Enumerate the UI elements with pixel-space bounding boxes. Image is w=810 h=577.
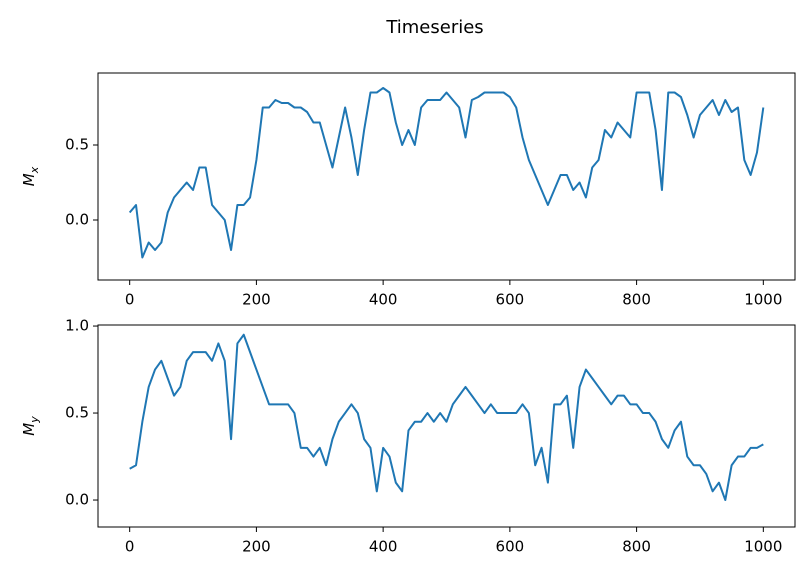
axes-frame	[97, 324, 796, 528]
x-tick-label: 600	[496, 291, 525, 309]
x-tick-label: 800	[622, 291, 651, 309]
y-tick-label: 0.5	[65, 404, 89, 422]
y-axis-label: My	[20, 416, 41, 436]
y-tick-label: 0.0	[65, 211, 89, 229]
axes-frame	[97, 72, 796, 281]
x-tick-label: 0	[125, 538, 135, 556]
x-tick-label: 1000	[744, 291, 782, 309]
x-tick-label: 600	[496, 538, 525, 556]
y-axis-label-main: M	[20, 173, 38, 186]
y-tick-label: 0.0	[65, 491, 89, 509]
y-axis-label-subscript: x	[28, 166, 41, 174]
y-axis-label-main: M	[20, 423, 38, 436]
figure-title: Timeseries	[385, 17, 483, 38]
y-tick-label: 1.0	[65, 317, 89, 335]
y-axis-label-subscript: y	[28, 416, 41, 424]
y-tick-label: 0.5	[65, 136, 89, 154]
x-tick-label: 1000	[744, 538, 782, 556]
x-tick-label: 0	[125, 291, 135, 309]
x-tick-label: 400	[369, 291, 398, 309]
x-tick-label: 200	[242, 538, 271, 556]
x-tick-label: 400	[369, 538, 398, 556]
data-line	[129, 333, 764, 502]
x-tick-label: 800	[622, 538, 651, 556]
x-tick-label: 200	[242, 291, 271, 309]
data-line	[128, 87, 765, 259]
y-axis-label: Mx	[20, 166, 41, 186]
